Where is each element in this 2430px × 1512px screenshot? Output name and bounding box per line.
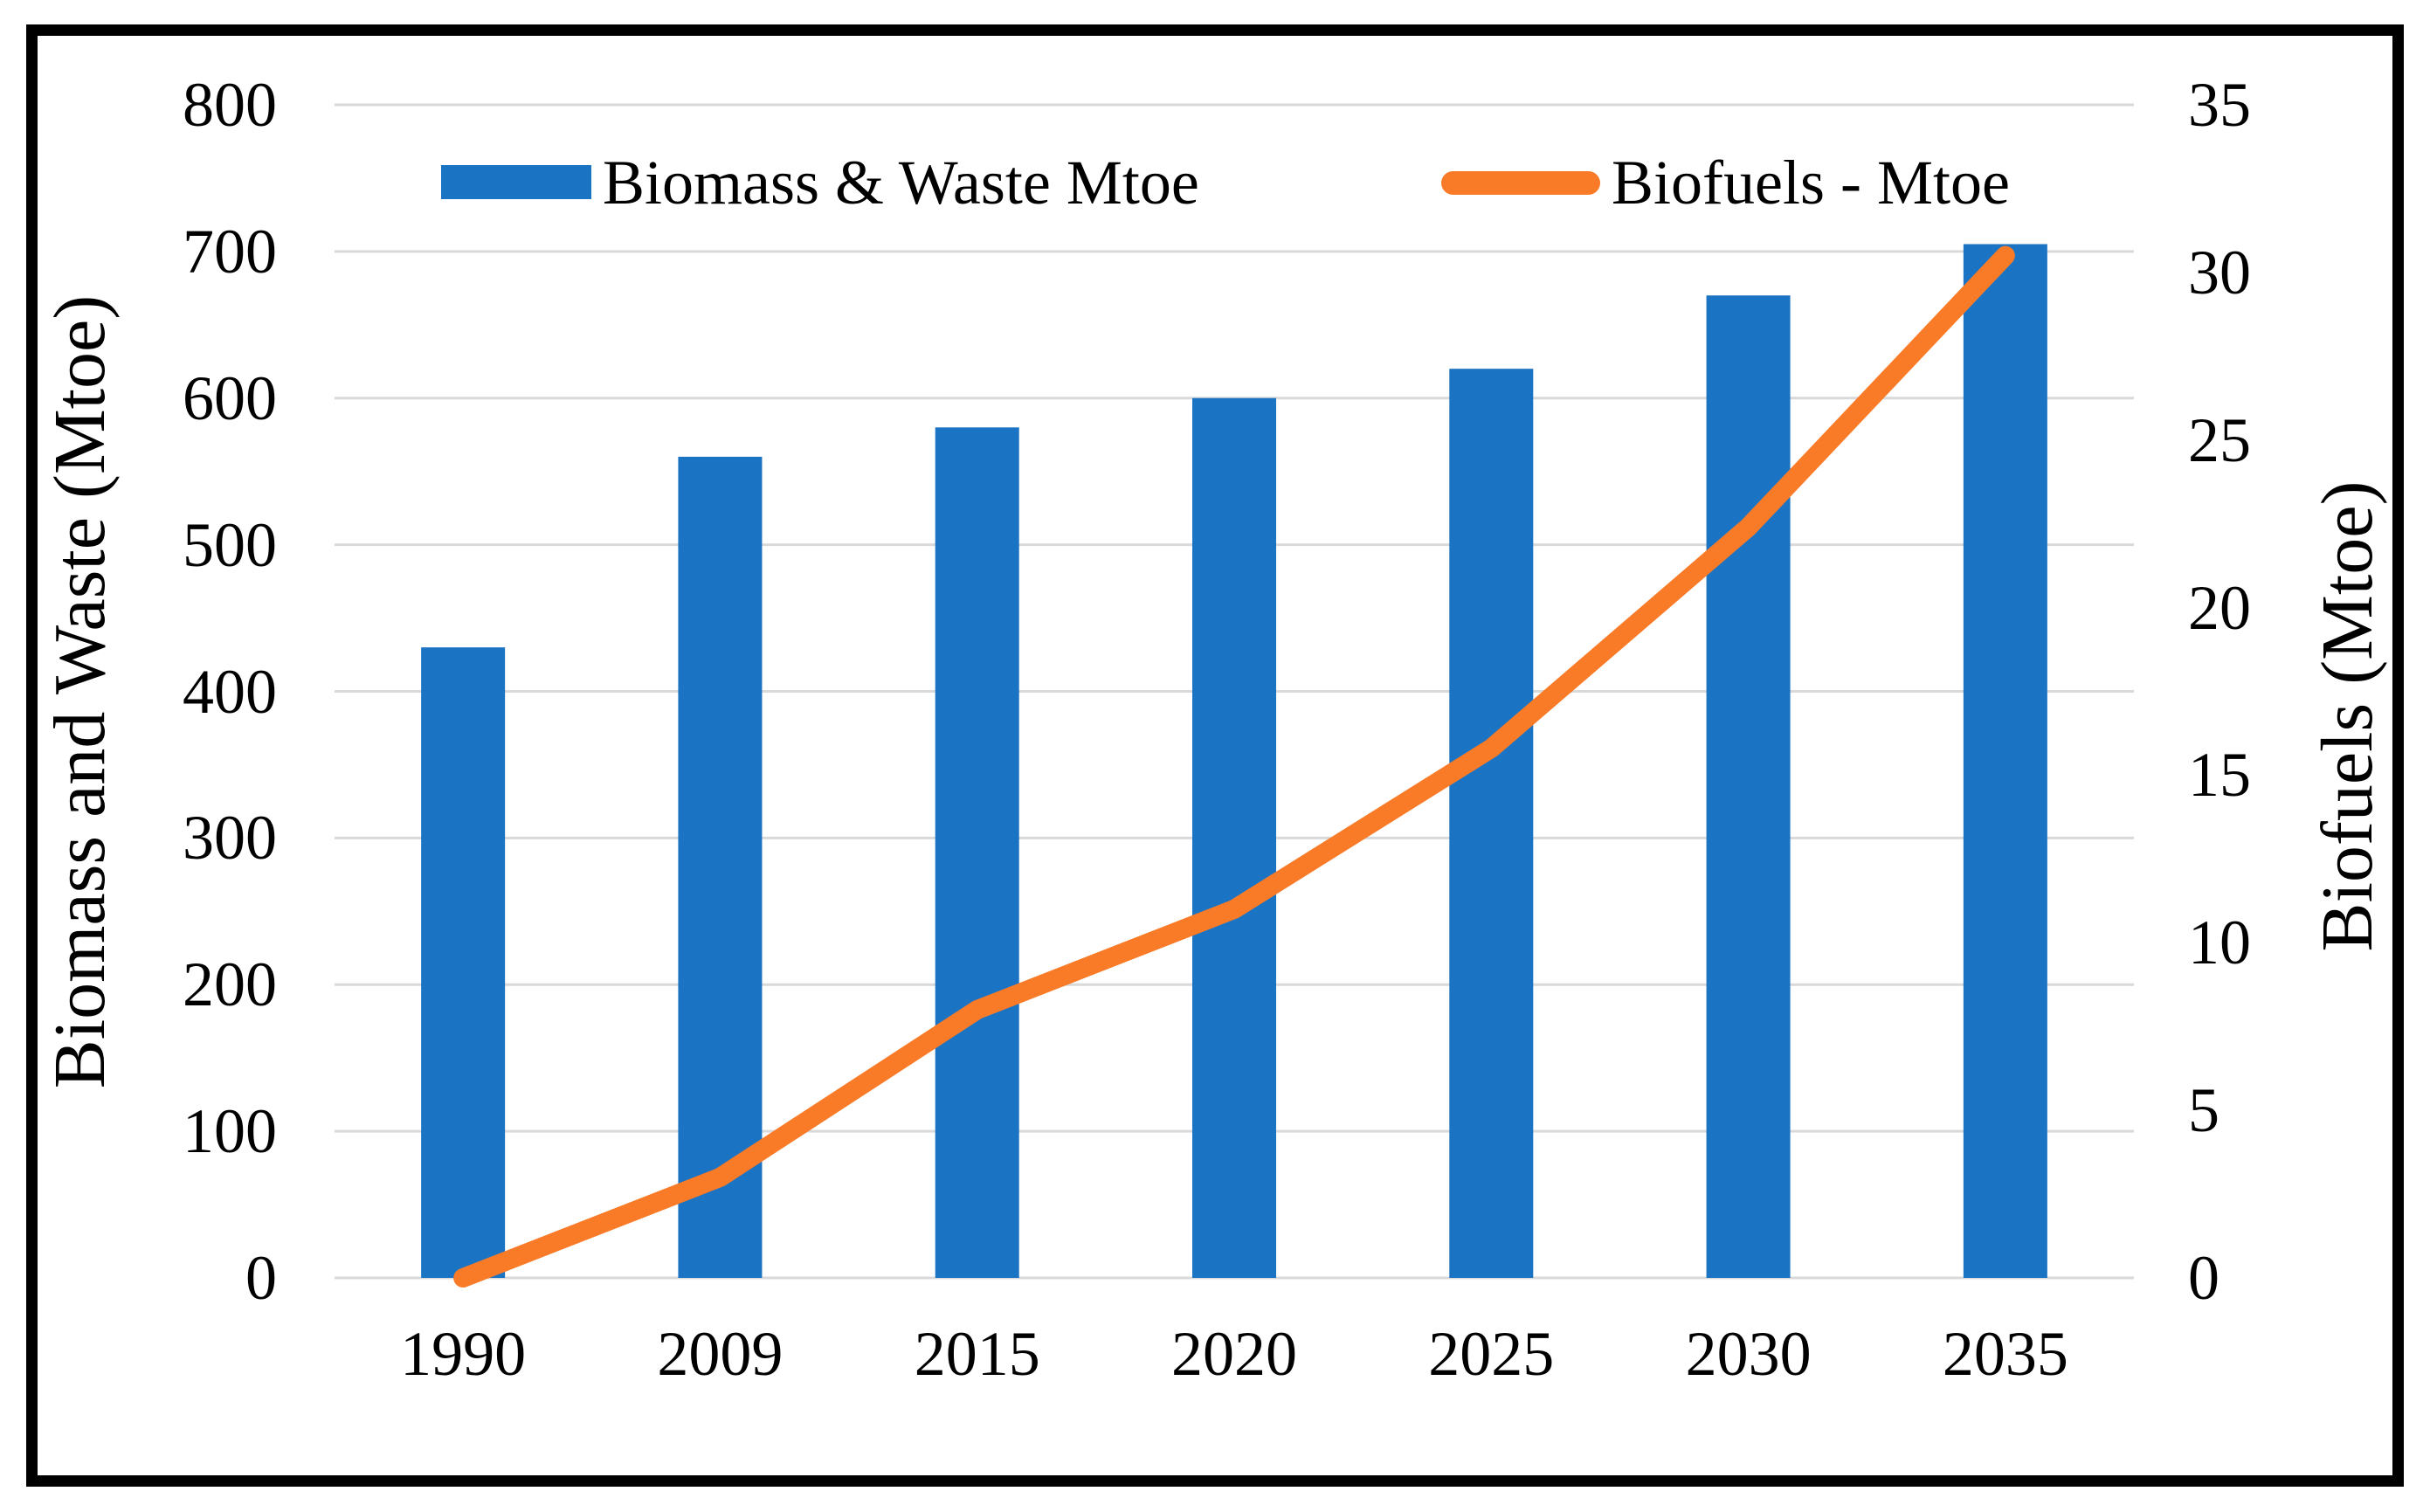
- left-tick-800: 800: [183, 70, 277, 140]
- legend-bar-label: Biomass & Waste Mtoe: [603, 148, 1199, 217]
- bar-2030: [1706, 295, 1791, 1278]
- left-tick-700: 700: [183, 216, 277, 287]
- x-label-2020: 2020: [1171, 1319, 1297, 1389]
- right-axis-title: Biofuels (Mtoe): [2307, 480, 2388, 952]
- x-label-2009: 2009: [657, 1319, 784, 1389]
- right-tick-25: 25: [2188, 404, 2251, 475]
- x-label-2015: 2015: [914, 1319, 1040, 1389]
- left-tick-400: 400: [183, 656, 277, 727]
- x-label-2035: 2035: [1942, 1319, 2068, 1389]
- right-tick-35: 35: [2188, 70, 2251, 140]
- bar-1990: [421, 647, 506, 1278]
- legend-bar-swatch: [441, 165, 591, 199]
- bar-2015: [935, 427, 1019, 1278]
- left-tick-200: 200: [183, 949, 277, 1020]
- right-tick-5: 5: [2188, 1075, 2219, 1146]
- bar-2035: [1963, 244, 2047, 1279]
- x-label-1990: 1990: [400, 1319, 527, 1389]
- left-tick-0: 0: [245, 1243, 277, 1313]
- legend-line-label: Biofuels - Mtoe: [1612, 148, 2010, 217]
- x-label-2030: 2030: [1685, 1319, 1812, 1389]
- right-tick-15: 15: [2188, 740, 2251, 811]
- left-tick-300: 300: [183, 803, 277, 873]
- right-tick-0: 0: [2188, 1243, 2219, 1313]
- left-tick-500: 500: [183, 509, 277, 580]
- biofuels-line: [453, 245, 2015, 1288]
- right-tick-10: 10: [2188, 908, 2251, 978]
- left-tick-100: 100: [183, 1096, 277, 1167]
- right-tick-20: 20: [2188, 572, 2251, 643]
- x-label-2025: 2025: [1428, 1319, 1555, 1389]
- left-tick-600: 600: [183, 362, 277, 433]
- bar-2025: [1449, 369, 1534, 1278]
- bar-2009: [678, 456, 763, 1278]
- legend-line-swatch: [1441, 171, 1600, 195]
- bar-2020: [1192, 397, 1276, 1278]
- right-tick-30: 30: [2188, 237, 2251, 307]
